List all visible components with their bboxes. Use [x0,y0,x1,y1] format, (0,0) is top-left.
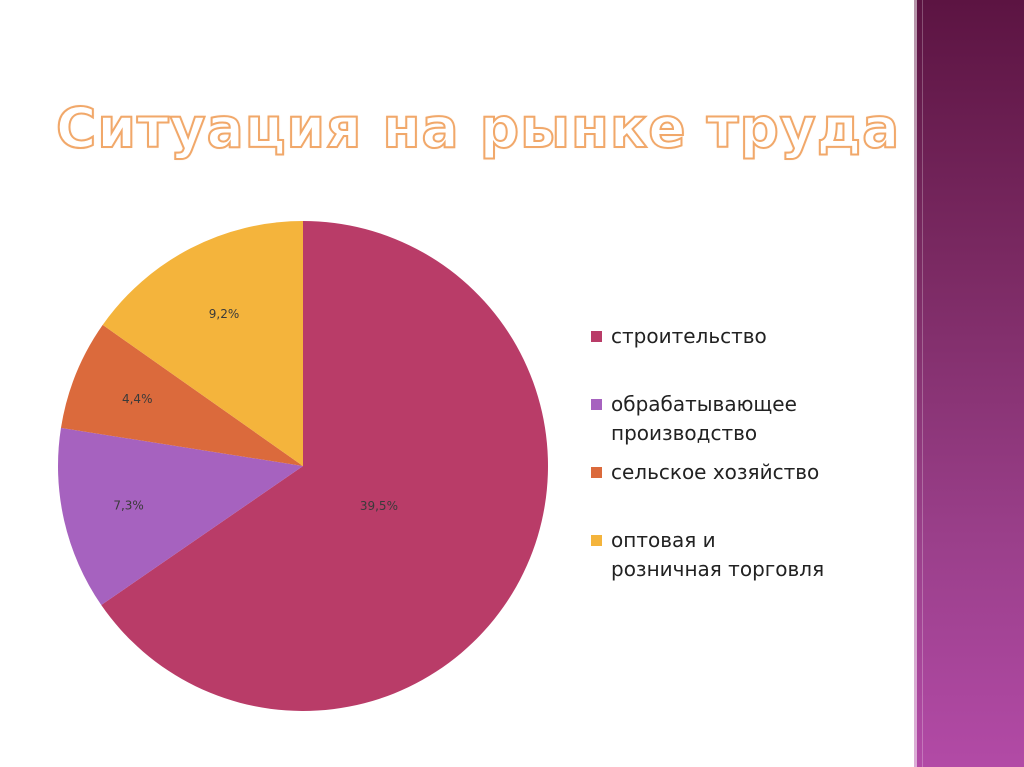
pie-slice-trade [102,221,303,466]
pie-data-label: 4,4% [122,392,153,406]
legend-line: обрабатывающее [611,392,797,416]
legend-swatch [591,467,602,478]
legend-item-manufacturing: обрабатывающее производство [591,390,881,448]
decorative-side-band [914,0,1024,767]
legend-label: оптовая и розничная торговля [611,526,881,584]
legend-label: обрабатывающее производство [611,390,881,448]
legend-label: строительство [611,322,881,351]
pie-slice-agriculture [60,324,303,466]
legend-item-agriculture: сельское хозяйство [591,458,881,487]
legend-line: строительство [611,324,767,348]
pie-slice-construction [101,221,549,711]
legend-item-construction: строительство [591,322,881,351]
legend-swatch [591,331,602,342]
pie-slice-manufacturing [57,427,303,606]
pie-data-label: 39,5% [360,499,398,513]
pie-data-label: 7,3% [113,499,144,513]
legend-item-trade: оптовая и розничная торговля [591,526,881,584]
legend-line: сельское хозяйство [611,460,820,484]
pie-data-label: 9,2% [209,307,240,321]
legend-swatch [591,535,602,546]
legend-swatch [591,399,602,410]
slide-title: Ситуация на рынке труда [55,95,901,161]
legend-line: оптовая и [611,528,716,552]
legend-line: производство [611,421,758,445]
legend-label: сельское хозяйство [611,458,881,487]
legend-line: розничная торговля [611,557,825,581]
